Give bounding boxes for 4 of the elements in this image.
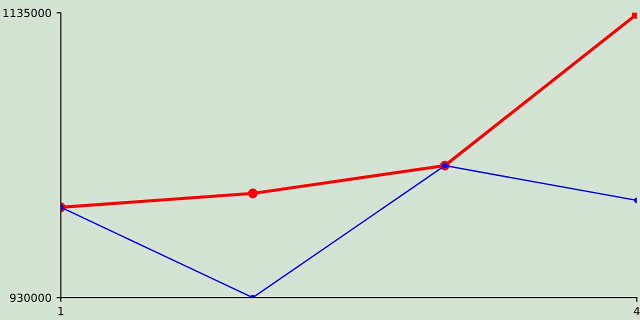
x-tick-label: 4 xyxy=(634,306,640,316)
x-tick-label: 1 xyxy=(58,306,64,316)
y-tick-label: 1135000 xyxy=(4,8,52,18)
y-tick-label: 930000 xyxy=(10,294,52,302)
